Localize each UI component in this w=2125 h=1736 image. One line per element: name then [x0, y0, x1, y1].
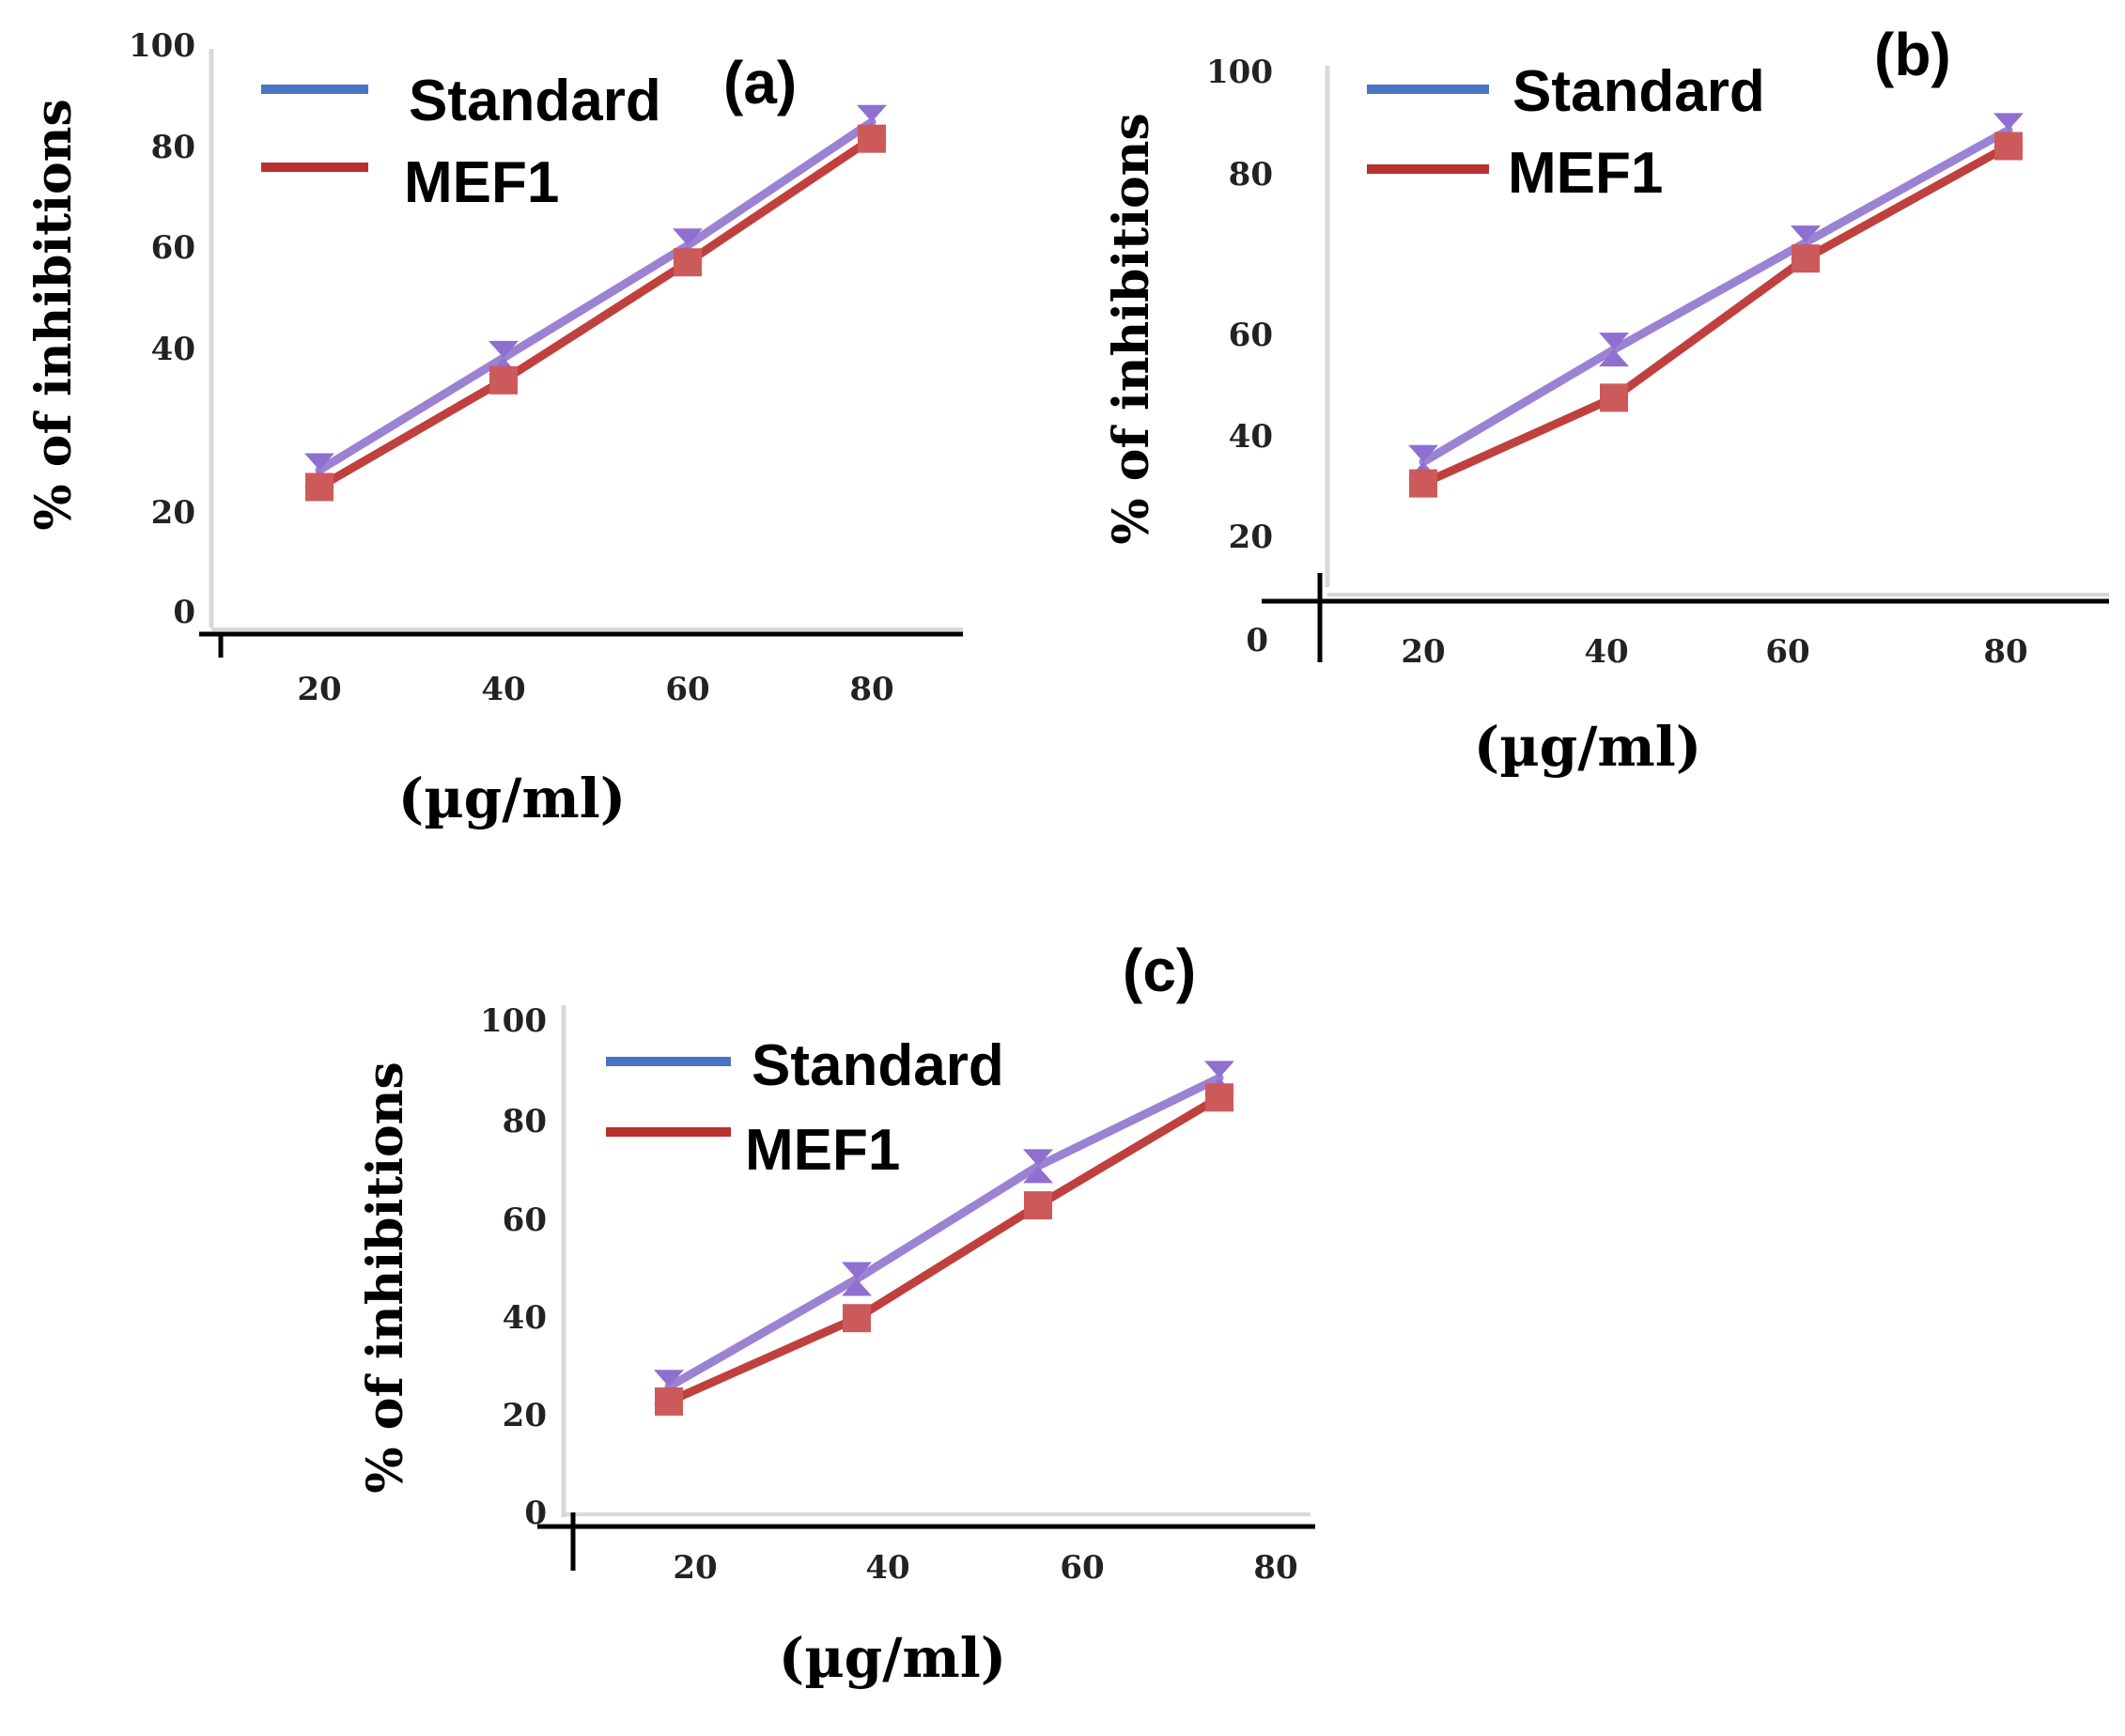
- panel-c-series-standard-point-40: [842, 1262, 872, 1296]
- panel-c-x-tick-60: 60: [1060, 1549, 1104, 1587]
- panel-b-series-mef1-point-80: [1994, 132, 2023, 161]
- panel-c-x-tick-80: 80: [1253, 1549, 1297, 1587]
- panel-c-label: (c): [1123, 937, 1196, 1004]
- panel-c-y-axis-label: % of inhibitions: [357, 1062, 414, 1493]
- panel-c-plot-area: [654, 1061, 1234, 1416]
- panel-a-series-mef1-point-80: [858, 124, 886, 153]
- panel-b-series-standard-line: [1419, 125, 2013, 467]
- panel-b-series-mef1-line: [1419, 142, 2013, 488]
- panel-a-x-tick-60: 60: [665, 671, 709, 708]
- panel-c-x-axis-label: (µg/ml): [779, 1626, 1006, 1690]
- panel-a: (a) % of inhibitions (µg/ml) 100 80 60 4…: [25, 27, 963, 830]
- panel-a-y-tick-0: 0: [173, 594, 195, 631]
- panel-b-y-tick-60: 60: [1229, 317, 1273, 354]
- panel-c-x-tick-40: 40: [865, 1549, 909, 1587]
- panel-a-series-mef1-point-60: [674, 248, 702, 277]
- panel-a-series-mef1-point-40: [489, 365, 518, 395]
- panel-c-legend-mef1-label: MEF1: [745, 1118, 900, 1183]
- panel-b-x-tick-60: 60: [1765, 633, 1809, 671]
- panel-b-plot-area: [1408, 113, 2024, 498]
- panel-b-y-tick-0: 0: [1246, 622, 1268, 659]
- panel-a-y-tick-20: 20: [151, 494, 195, 532]
- panel-c-series-mef1-line: [664, 1093, 1224, 1406]
- panel-a-y-tick-40: 40: [151, 331, 195, 368]
- panel-a-y-tick-100: 100: [129, 27, 195, 65]
- panel-c: (c) % of inhibitions (µg/ml) 100 80 60 4…: [357, 937, 1315, 1690]
- panel-b: (b) % of inhibitions (µg/ml) 100 80 60 4…: [1103, 21, 2109, 779]
- panel-b-series-mef1-point-60: [1792, 244, 1820, 273]
- panel-a-series-mef1-point-20: [305, 473, 333, 502]
- panel-a-legend-mef1-label: MEF1: [404, 150, 559, 215]
- panel-c-series-standard-point-60: [1023, 1149, 1053, 1184]
- panel-a-y-tick-60: 60: [151, 229, 195, 267]
- panel-b-series-mef1-point-20: [1409, 469, 1437, 498]
- panel-a-plot-area: [304, 104, 887, 502]
- panel-b-y-tick-40: 40: [1229, 418, 1273, 456]
- panel-c-y-tick-0: 0: [524, 1495, 547, 1532]
- panel-b-series-mef1-point-40: [1600, 383, 1628, 412]
- panel-a-legend-standard-label: Standard: [409, 69, 661, 133]
- panel-b-x-tick-40: 40: [1584, 633, 1628, 671]
- panel-c-series-mef1-point-20: [655, 1387, 683, 1416]
- panel-b-label: (b): [1874, 21, 1951, 88]
- panel-c-y-tick-80: 80: [503, 1103, 547, 1140]
- panel-b-x-tick-80: 80: [1983, 633, 2027, 671]
- panel-b-x-tick-20: 20: [1401, 633, 1445, 671]
- panel-c-series-mef1-point-60: [1024, 1191, 1052, 1220]
- panel-b-y-tick-20: 20: [1229, 519, 1273, 556]
- panel-c-series-standard-line: [664, 1073, 1224, 1391]
- panel-a-x-tick-20: 20: [297, 671, 341, 708]
- panel-a-series-standard-line: [315, 117, 876, 474]
- panel-c-x-tick-20: 20: [673, 1549, 717, 1587]
- panel-b-legend-standard-label: Standard: [1512, 59, 1765, 124]
- panel-a-y-axis-label: % of inhibitions: [25, 99, 83, 530]
- panel-b-y-tick-100: 100: [1206, 54, 1273, 91]
- panel-a-x-tick-80: 80: [849, 671, 893, 708]
- panel-a-x-tick-40: 40: [481, 671, 525, 708]
- panel-a-y-tick-80: 80: [151, 129, 195, 166]
- panel-b-legend-mef1-label: MEF1: [1508, 141, 1663, 206]
- panel-c-legend-standard-label: Standard: [752, 1033, 1004, 1098]
- panel-a-series-mef1-line: [315, 134, 876, 491]
- panel-b-y-tick-80: 80: [1229, 156, 1273, 194]
- panel-b-series-standard-point-40: [1599, 333, 1629, 367]
- panel-c-y-tick-40: 40: [503, 1299, 547, 1337]
- panel-c-series-mef1-point-80: [1205, 1083, 1233, 1112]
- panel-c-y-tick-20: 20: [503, 1397, 547, 1434]
- panel-c-y-tick-100: 100: [480, 1002, 547, 1040]
- panel-c-series-mef1-point-40: [843, 1304, 871, 1333]
- panel-c-y-tick-60: 60: [503, 1201, 547, 1239]
- panel-a-x-axis-label: (µg/ml): [398, 767, 626, 830]
- panel-a-label: (a): [723, 49, 797, 116]
- panel-b-y-axis-label: % of inhibitions: [1103, 113, 1160, 544]
- panel-b-x-axis-label: (µg/ml): [1474, 715, 1701, 779]
